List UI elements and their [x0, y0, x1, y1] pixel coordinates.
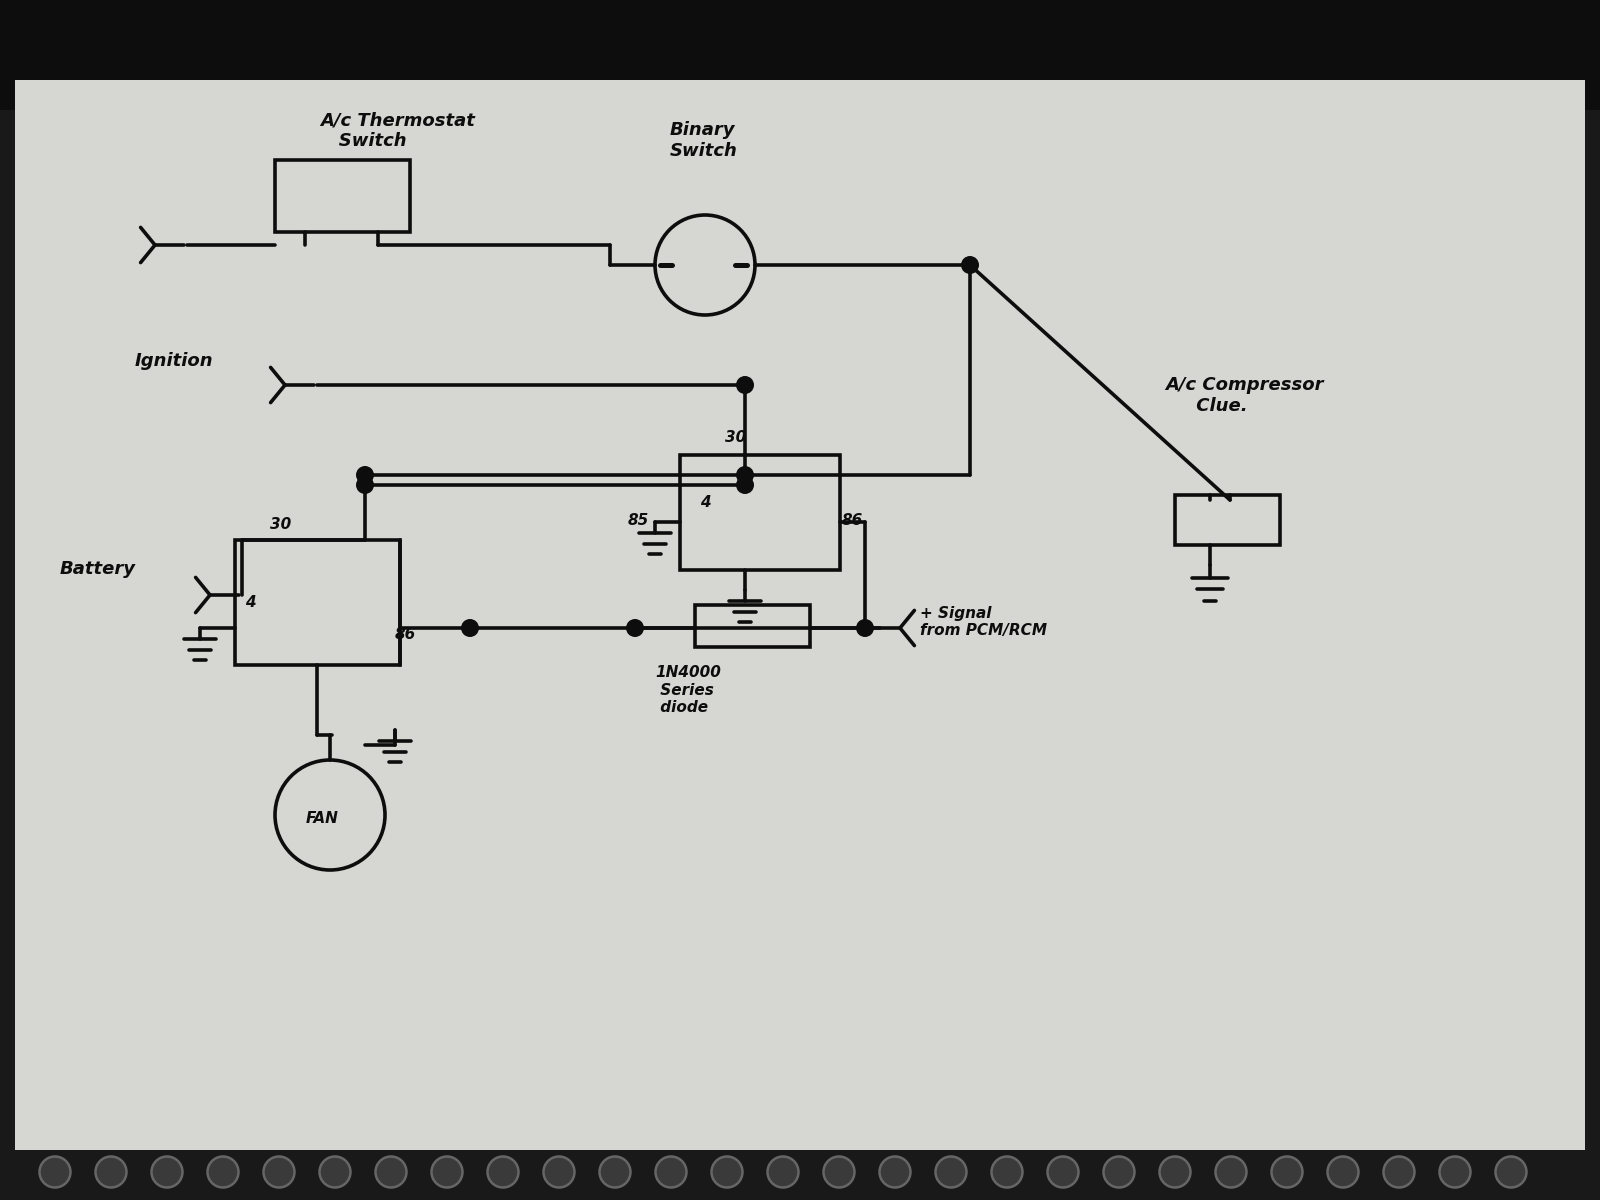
- Text: 1N4000
 Series
 diode: 1N4000 Series diode: [654, 665, 722, 715]
- Circle shape: [992, 1157, 1022, 1188]
- Circle shape: [1328, 1157, 1358, 1188]
- Circle shape: [1496, 1157, 1526, 1188]
- Bar: [235, 540, 400, 665]
- Text: Binary
Switch: Binary Switch: [670, 121, 738, 160]
- Circle shape: [1104, 1157, 1134, 1188]
- Bar: [694, 605, 810, 647]
- Circle shape: [1216, 1157, 1246, 1188]
- Circle shape: [432, 1157, 462, 1188]
- Text: 86: 86: [842, 514, 864, 528]
- Circle shape: [880, 1157, 910, 1188]
- Circle shape: [1160, 1157, 1190, 1188]
- Circle shape: [264, 1157, 294, 1188]
- Circle shape: [208, 1157, 238, 1188]
- Circle shape: [626, 619, 643, 637]
- Circle shape: [936, 1157, 966, 1188]
- Text: A/c Thermostat
   Switch: A/c Thermostat Switch: [320, 112, 475, 150]
- Circle shape: [856, 619, 874, 637]
- Circle shape: [320, 1157, 350, 1188]
- Circle shape: [461, 619, 478, 637]
- Text: FAN: FAN: [306, 811, 339, 826]
- Circle shape: [488, 1157, 518, 1188]
- Text: 85: 85: [627, 514, 650, 528]
- Circle shape: [40, 1157, 70, 1188]
- Text: A/c Compressor
     Clue.: A/c Compressor Clue.: [1165, 377, 1323, 415]
- Circle shape: [544, 1157, 574, 1188]
- Circle shape: [1048, 1157, 1078, 1188]
- Circle shape: [1384, 1157, 1414, 1188]
- Text: 4: 4: [701, 494, 710, 510]
- Circle shape: [736, 476, 754, 494]
- Circle shape: [824, 1157, 854, 1188]
- Circle shape: [1440, 1157, 1470, 1188]
- Circle shape: [1272, 1157, 1302, 1188]
- Polygon shape: [14, 80, 1586, 1150]
- Text: 86: 86: [395, 626, 416, 642]
- Text: 30: 30: [270, 517, 291, 532]
- Text: Ignition: Ignition: [134, 352, 214, 370]
- Circle shape: [736, 376, 754, 394]
- Bar: [1174, 494, 1280, 545]
- Text: + Signal
from PCM/RCM: + Signal from PCM/RCM: [920, 606, 1046, 638]
- Circle shape: [736, 466, 754, 484]
- Bar: [275, 160, 410, 232]
- Circle shape: [152, 1157, 182, 1188]
- Circle shape: [355, 466, 374, 484]
- Circle shape: [962, 256, 979, 274]
- Text: 4: 4: [245, 595, 256, 610]
- Bar: [680, 455, 840, 570]
- Circle shape: [355, 476, 374, 494]
- Circle shape: [656, 1157, 686, 1188]
- Circle shape: [768, 1157, 798, 1188]
- Circle shape: [96, 1157, 126, 1188]
- Circle shape: [376, 1157, 406, 1188]
- Text: 30: 30: [725, 430, 746, 445]
- Text: Battery: Battery: [61, 560, 136, 578]
- Circle shape: [712, 1157, 742, 1188]
- Circle shape: [600, 1157, 630, 1188]
- Polygon shape: [0, 0, 1600, 110]
